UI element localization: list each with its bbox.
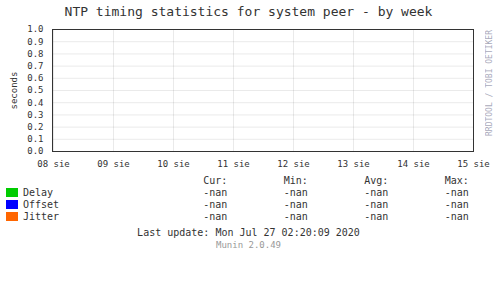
html-text:-nan: -nan (364, 187, 389, 198)
svg-text:15 sie: 15 sie (457, 159, 490, 169)
html-text:-nan: -nan (364, 211, 389, 222)
html-text:Avg:: Avg: (364, 175, 389, 186)
svg-text:0.5: 0.5 (27, 85, 43, 95)
svg-text:0.7: 0.7 (27, 61, 43, 71)
svg-text:09 sie: 09 sie (97, 159, 130, 169)
html-text:Delay: Delay (23, 187, 54, 198)
svg-text:0.4: 0.4 (27, 98, 43, 108)
html-text:-nan: -nan (203, 211, 228, 222)
svg-text:0.8: 0.8 (27, 49, 43, 59)
svg-text:1.0: 1.0 (27, 24, 43, 34)
svg-text:0.3: 0.3 (27, 110, 43, 120)
svg-text:14 sie: 14 sie (397, 159, 430, 169)
html-text:Munin 2.0.49: Munin 2.0.49 (216, 240, 281, 250)
html-text:Offset: Offset (23, 199, 60, 210)
svg-text:08 sie: 08 sie (37, 159, 70, 169)
svg-text:0.1: 0.1 (27, 134, 43, 144)
html-text:-nan: -nan (283, 211, 308, 222)
html-text:Cur:: Cur: (203, 175, 228, 186)
html-text:-nan: -nan (444, 187, 469, 198)
svg-text:0.0: 0.0 (27, 146, 43, 156)
svg-text:12 sie: 12 sie (277, 159, 310, 169)
svg-text:11 sie: 11 sie (217, 159, 250, 169)
svg-text:10 sie: 10 sie (157, 159, 190, 169)
svg-text:0.9: 0.9 (27, 37, 43, 47)
html-text:-nan: -nan (444, 211, 469, 222)
html-text:RRDTOOL / TOBI OETIKER: RRDTOOL / TOBI OETIKER (485, 30, 494, 136)
html-text:-nan: -nan (444, 199, 469, 210)
html-text:-nan: -nan (283, 199, 308, 210)
html-text:Max:: Max: (444, 175, 469, 186)
svg-text:0.2: 0.2 (27, 122, 43, 132)
html-text:Last update: Mon Jul 27 02:20:: Last update: Mon Jul 27 02:20:09 2020 (137, 227, 360, 238)
html-text:Jitter: Jitter (23, 211, 60, 222)
html-text:Min:: Min: (283, 175, 308, 186)
svg-text:0.6: 0.6 (27, 73, 43, 83)
html-text:NTP timing statistics for syst: NTP timing statistics for system peer - … (64, 4, 433, 19)
svg-text:13 sie: 13 sie (337, 159, 370, 169)
svg-text:seconds: seconds (9, 72, 19, 110)
html-text:-nan: -nan (203, 187, 228, 198)
html-text:-nan: -nan (283, 187, 308, 198)
html-text:-nan: -nan (364, 199, 389, 210)
html-text:-nan: -nan (203, 199, 228, 210)
